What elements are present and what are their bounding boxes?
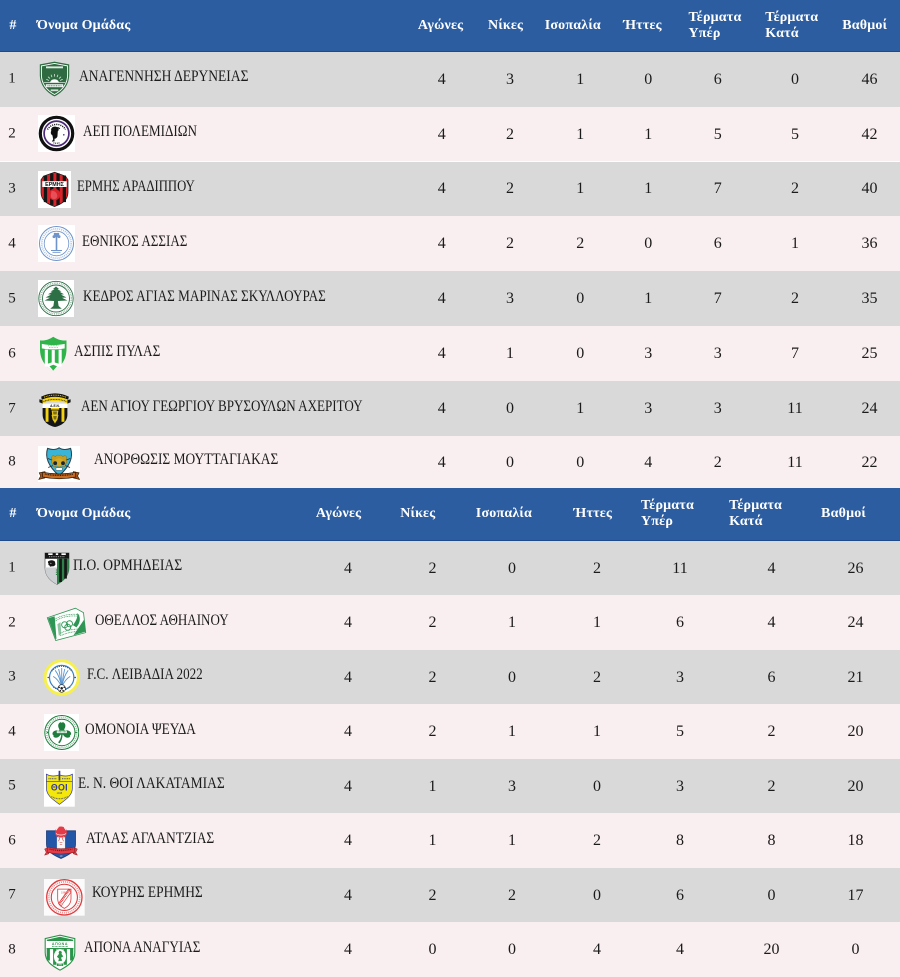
svg-text:Α.Ε.Ν.: Α.Ε.Ν.	[50, 404, 60, 408]
svg-text:ΘΟΙ: ΘΟΙ	[51, 783, 68, 793]
svg-text:1968: 1968	[61, 891, 67, 894]
svg-text:ΑΠΟΝΑ: ΑΠΟΝΑ	[52, 941, 68, 945]
svg-text:1948: 1948	[57, 792, 63, 795]
svg-text:19: 19	[60, 855, 63, 858]
svg-text:1990: 1990	[58, 964, 62, 966]
svg-text:ΕΡΜΗΣ: ΕΡΜΗΣ	[45, 182, 65, 188]
